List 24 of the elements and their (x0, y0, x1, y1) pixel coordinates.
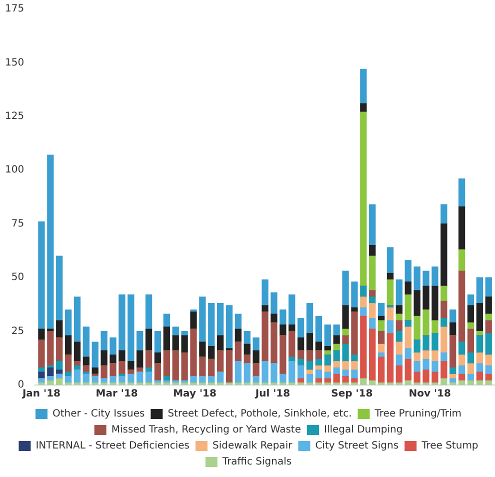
legend-label: City Street Signs (315, 440, 399, 452)
legend-label: Tree Stump (420, 440, 478, 452)
x-tick-label: Mar '18 (96, 388, 138, 400)
legend-label: Other - City Issues (52, 408, 145, 420)
y-tick-label: 150 (4, 57, 24, 68)
y-tick-label: 75 (11, 218, 24, 230)
x-tick-label: Jul '18 (254, 388, 290, 400)
y-tick-label: 175 (4, 4, 24, 15)
y-tick-label: 0 (18, 380, 24, 391)
legend-label: Tree Pruning/Trim (374, 408, 462, 420)
y-tick-label: 50 (11, 272, 24, 284)
y-tick-label: 100 (4, 164, 24, 176)
legend-label: Missed Trash, Recycling or Yard Waste (111, 424, 301, 436)
y-tick-label: 125 (4, 111, 24, 122)
legend-label: Illegal Dumping (324, 424, 403, 436)
legend-label: Sidewalk Repair (212, 440, 294, 452)
x-tick-label: Jan '18 (21, 388, 61, 400)
x-tick-label: Sep '18 (331, 388, 373, 400)
x-tick-label: Nov '18 (408, 388, 451, 400)
legend-label: Street Defect, Pothole, Sinkhole, etc. (168, 408, 352, 420)
legend-label: Traffic Signals (221, 456, 292, 468)
x-tick-label: May '18 (173, 388, 217, 400)
legend-label: INTERNAL - Street Deficiencies (36, 440, 190, 452)
y-tick-label: 25 (11, 326, 24, 337)
